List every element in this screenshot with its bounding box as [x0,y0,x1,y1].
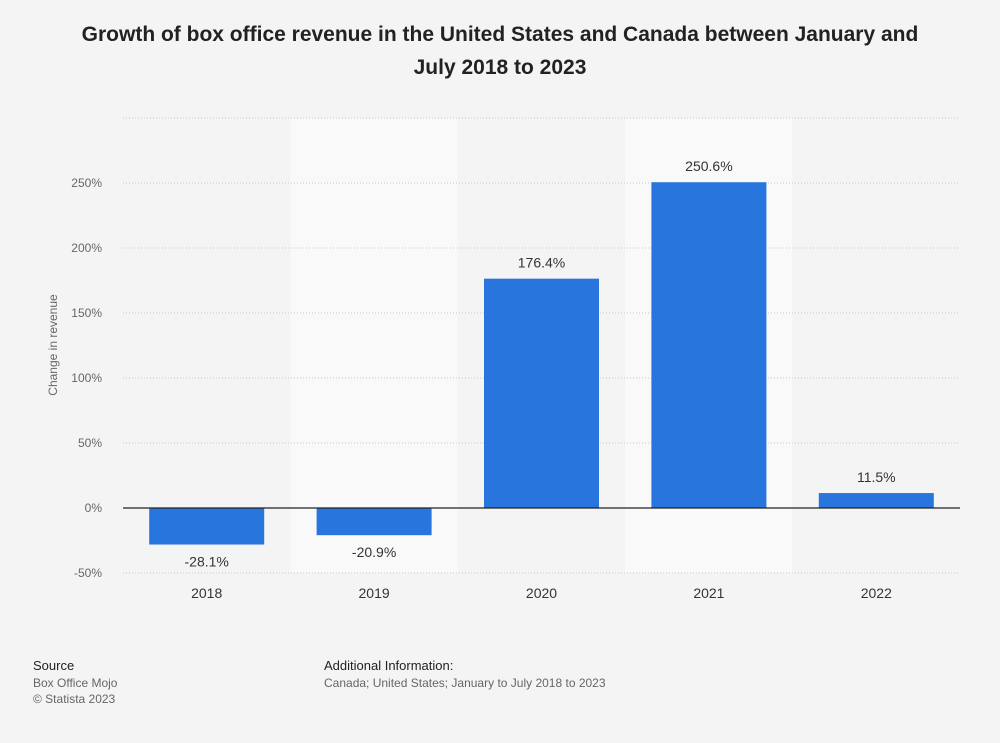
bar [651,182,767,508]
source-name: Box Office Mojo [33,676,118,690]
y-tick-label: 200% [71,241,102,255]
bar-value-label: -28.1% [185,554,229,570]
x-tick-label: 2020 [526,585,557,601]
bar-value-label: 176.4% [518,255,565,271]
column-background [123,118,291,573]
y-tick-label: 0% [85,501,103,515]
bar-value-label: -20.9% [352,544,396,560]
x-tick-label: 2021 [693,585,724,601]
bar [149,508,265,545]
bar [818,493,934,508]
y-tick-label: 50% [78,436,102,450]
source-heading: Source [33,658,75,673]
chart-title: Growth of box office revenue in the Unit… [81,23,919,79]
x-tick-label: 2022 [861,585,892,601]
y-tick-label: -50% [74,566,102,580]
bar-value-label: 250.6% [685,158,732,174]
additional-info-text: Canada; United States; January to July 2… [324,676,606,690]
y-tick-label: 100% [71,371,102,385]
additional-info-heading: Additional Information: [324,658,454,673]
bar-value-label: 11.5% [857,469,896,485]
y-tick-label: 150% [71,306,102,320]
column-background [290,118,458,573]
x-tick-label: 2018 [191,585,222,601]
x-tick-label: 2019 [359,585,390,601]
bar [316,508,432,536]
copyright: © Statista 2023 [33,692,116,706]
bar [484,278,599,508]
y-axis-label: Change in revenue [46,294,60,396]
y-tick-label: 250% [71,176,102,190]
